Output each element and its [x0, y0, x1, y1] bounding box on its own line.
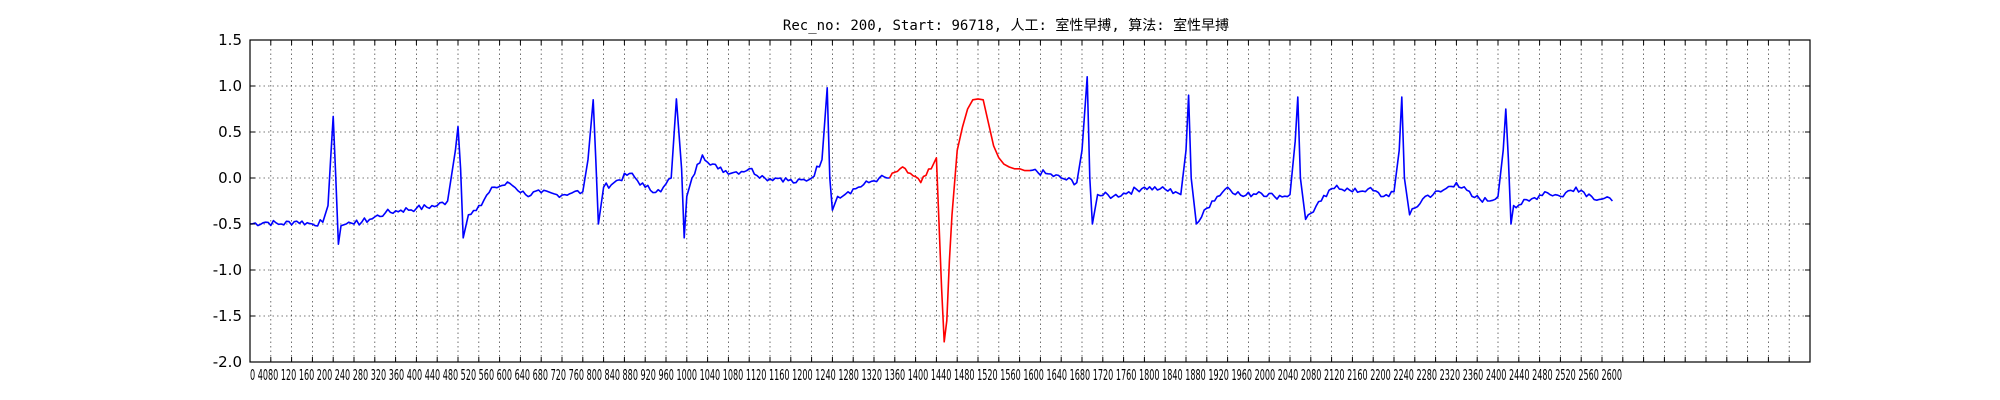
ecg-series-line-2: [1029, 76, 1614, 225]
ecg-series-line-1: [888, 98, 1030, 343]
x-axis: 0 4080 120 160 200 240 280 320 360 400 4…: [249, 40, 1811, 384]
series-layer: [249, 76, 1614, 343]
y-tick-label: -1.0: [213, 261, 242, 279]
y-tick-label: 0.0: [218, 169, 242, 187]
y-tick-label: 0.5: [218, 123, 242, 141]
grid-lines: [250, 40, 1810, 362]
ecg-series-line-0: [249, 87, 890, 245]
x-tick-labels: 0 4080 120 160 200 240 280 320 360 400 4…: [250, 366, 1622, 384]
y-tick-label: 1.0: [218, 77, 242, 95]
y-axis: 1.5 1.0 0.5 0.0 -0.5 -1.0 -1.5 -2.0: [213, 31, 1810, 371]
y-tick-label: -0.5: [213, 215, 242, 233]
chart-title: Rec_no: 200, Start: 96718, 人工: 室性早搏, 算法:…: [783, 17, 1229, 34]
y-tick-label: 1.5: [218, 31, 242, 49]
plot-area-frame: [249, 39, 1811, 363]
y-tick-label: -1.5: [213, 307, 242, 325]
y-tick-label: -2.0: [213, 353, 242, 371]
